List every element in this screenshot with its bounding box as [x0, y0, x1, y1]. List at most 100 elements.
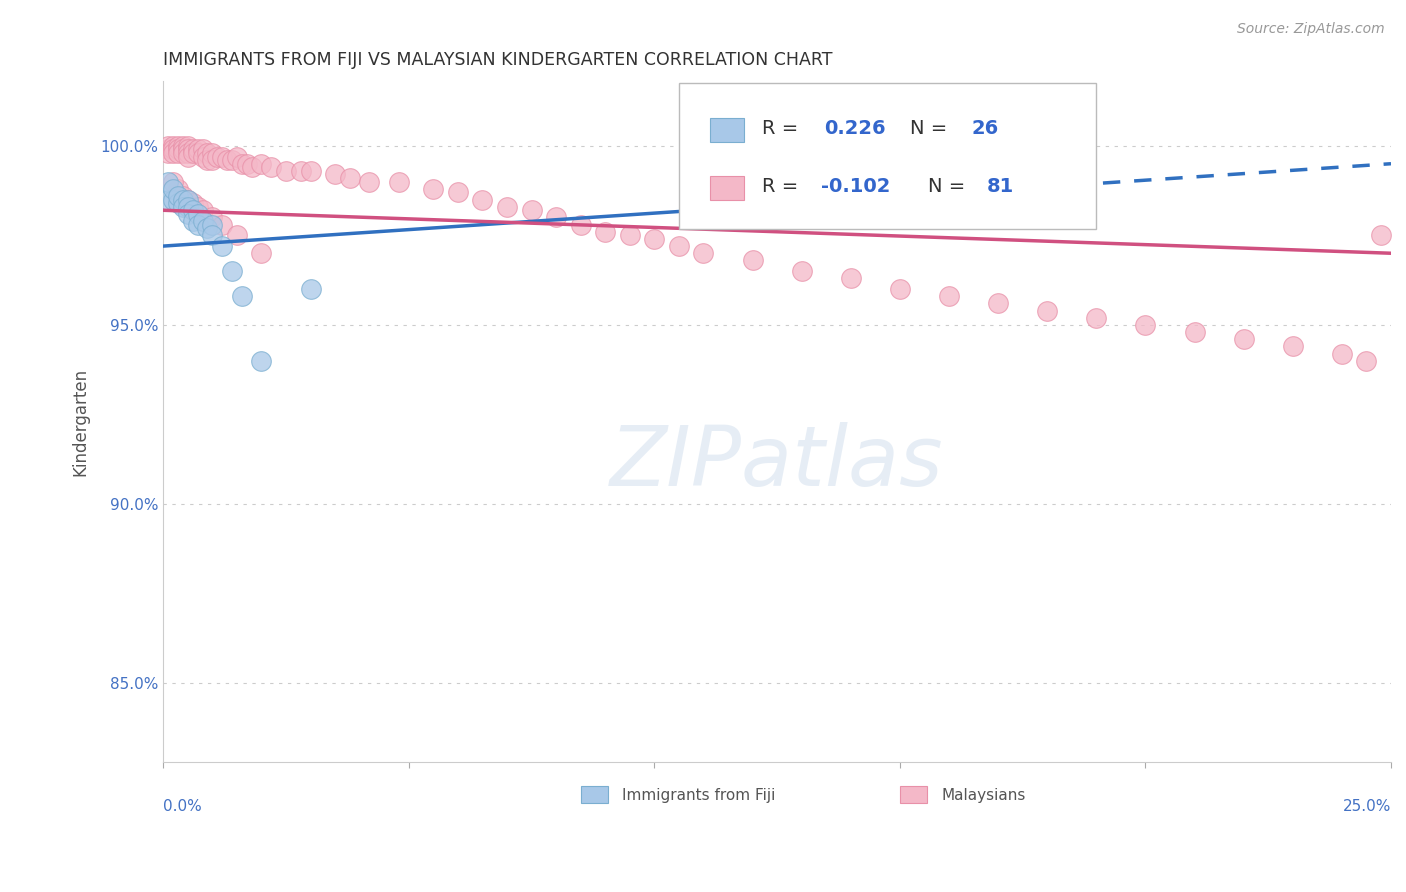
Point: [162, 182, 184, 196]
Point: [250, 246, 273, 260]
Point: [201, 145, 224, 160]
Point: [172, 145, 194, 160]
Point: [162, 193, 184, 207]
Point: [225, 228, 247, 243]
Point: [938, 289, 960, 303]
Point: [191, 203, 214, 218]
Point: [187, 145, 209, 160]
Point: [741, 253, 763, 268]
Point: [889, 282, 911, 296]
Point: [157, 138, 180, 153]
Point: [187, 218, 209, 232]
Bar: [581, 786, 607, 803]
Point: [1355, 353, 1378, 368]
Point: [207, 150, 229, 164]
Text: 25.0%: 25.0%: [1343, 799, 1391, 814]
Text: 0.0%: 0.0%: [163, 799, 202, 814]
Point: [197, 153, 219, 168]
Point: [1330, 346, 1353, 360]
Point: [187, 142, 209, 156]
Point: [235, 157, 257, 171]
Text: N =: N =: [928, 178, 972, 196]
Text: N =: N =: [910, 120, 953, 138]
Point: [221, 264, 243, 278]
Y-axis label: Kindergarten: Kindergarten: [72, 368, 89, 475]
Point: [231, 289, 253, 303]
Point: [299, 164, 322, 178]
Bar: [900, 786, 927, 803]
Point: [167, 138, 190, 153]
Point: [668, 239, 690, 253]
Text: 0.226: 0.226: [824, 120, 886, 138]
Point: [1135, 318, 1157, 332]
Point: [1036, 303, 1059, 318]
Point: [191, 214, 214, 228]
Text: -0.102: -0.102: [821, 178, 890, 196]
Point: [157, 193, 180, 207]
Point: [172, 138, 194, 153]
Point: [177, 193, 200, 207]
Point: [157, 145, 180, 160]
Point: [422, 182, 444, 196]
Point: [912, 164, 935, 178]
Text: 26: 26: [972, 120, 998, 138]
Point: [201, 228, 224, 243]
Point: [181, 203, 204, 218]
Point: [520, 203, 543, 218]
Point: [250, 157, 273, 171]
Point: [181, 145, 204, 160]
Point: [496, 200, 519, 214]
Point: [181, 142, 204, 156]
Text: Malaysians: Malaysians: [942, 788, 1026, 803]
Point: [201, 218, 224, 232]
Point: [839, 271, 862, 285]
Point: [162, 175, 184, 189]
Text: ZIPatlas: ZIPatlas: [610, 422, 943, 503]
Point: [323, 168, 346, 182]
Point: [181, 196, 204, 211]
Point: [181, 214, 204, 228]
Point: [1060, 138, 1083, 153]
Point: [225, 150, 247, 164]
Point: [167, 142, 190, 156]
Point: [191, 150, 214, 164]
Point: [339, 171, 361, 186]
Point: [471, 193, 494, 207]
Point: [177, 142, 200, 156]
Text: IMMIGRANTS FROM FIJI VS MALAYSIAN KINDERGARTEN CORRELATION CHART: IMMIGRANTS FROM FIJI VS MALAYSIAN KINDER…: [163, 51, 832, 69]
Point: [177, 138, 200, 153]
Point: [191, 142, 214, 156]
Text: 81: 81: [987, 178, 1014, 196]
Point: [167, 189, 190, 203]
Point: [172, 142, 194, 156]
Point: [211, 150, 233, 164]
Bar: [710, 119, 744, 142]
Point: [172, 193, 194, 207]
Point: [290, 164, 312, 178]
Point: [197, 145, 219, 160]
Point: [231, 157, 253, 171]
Point: [162, 138, 184, 153]
Text: Immigrants from Fiji: Immigrants from Fiji: [623, 788, 776, 803]
Point: [157, 142, 180, 156]
Point: [177, 207, 200, 221]
Point: [447, 186, 470, 200]
Point: [569, 218, 592, 232]
Point: [643, 232, 665, 246]
Point: [162, 145, 184, 160]
Point: [1233, 332, 1256, 346]
Point: [260, 161, 283, 175]
Point: [1369, 228, 1392, 243]
Text: Source: ZipAtlas.com: Source: ZipAtlas.com: [1237, 22, 1385, 37]
Point: [177, 193, 200, 207]
Point: [211, 239, 233, 253]
Point: [692, 246, 714, 260]
Text: R =: R =: [762, 178, 804, 196]
Point: [546, 211, 568, 225]
Point: [221, 153, 243, 168]
Point: [167, 145, 190, 160]
Point: [167, 196, 190, 211]
Text: R =: R =: [762, 120, 804, 138]
Point: [177, 200, 200, 214]
Point: [250, 353, 273, 368]
